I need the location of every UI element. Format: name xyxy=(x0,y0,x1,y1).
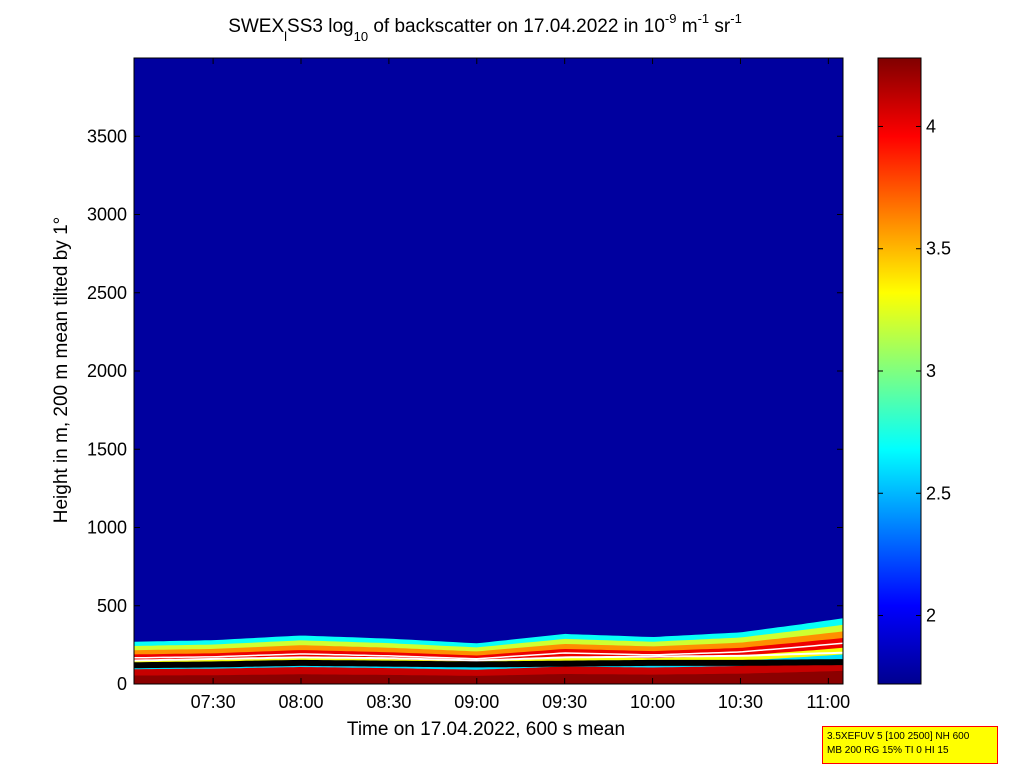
x-tick-label: 10:00 xyxy=(630,692,675,712)
x-axis-label: Time on 17.04.2022, 600 s mean xyxy=(347,719,625,740)
y-tick-label: 0 xyxy=(117,674,127,694)
y-tick-label: 1500 xyxy=(87,439,127,459)
x-tick-label: 10:30 xyxy=(718,692,763,712)
y-tick-label: 2000 xyxy=(87,361,127,381)
colorbar-tick-label: 3 xyxy=(926,361,936,381)
y-tick-label: 3000 xyxy=(87,205,127,225)
backscatter-band-7 xyxy=(134,670,843,684)
x-tick-label: 09:30 xyxy=(542,692,587,712)
chart-title: SWEXlSS3 log10 of backscatter on 17.04.2… xyxy=(228,11,742,44)
y-axis: 0 500 1000 1500 2000 2500 3000 3500 xyxy=(87,126,843,694)
colorbar-tick-label: 4 xyxy=(926,116,936,136)
x-tick-label: 08:30 xyxy=(366,692,411,712)
colorbar-tick-label: 3.5 xyxy=(926,239,951,259)
layer-top-line xyxy=(134,642,843,660)
x-tick-label: 07:30 xyxy=(191,692,236,712)
x-tick-label: 11:00 xyxy=(806,692,850,712)
y-axis-label: Height in m, 200 m mean tilted by 1° xyxy=(51,217,72,523)
x-tick-label: 09:00 xyxy=(454,692,499,712)
colorbar-gradient xyxy=(877,57,922,685)
black-line xyxy=(134,659,843,669)
plot-area xyxy=(133,57,844,685)
y-tick-label: 500 xyxy=(97,596,127,616)
processing-info-box: 3.5XEFUV 5 [100 2500] NH 600 MB 200 RG 1… xyxy=(822,726,998,764)
colorbar-tick-label: 2.5 xyxy=(926,483,951,503)
heatmap-background xyxy=(134,58,843,684)
y-tick-label: 2500 xyxy=(87,283,127,303)
colorbar-tick-label: 2 xyxy=(926,606,936,626)
info-line: MB 200 RG 15% TI 0 HI 15 xyxy=(827,745,949,756)
y-tick-label: 1000 xyxy=(87,518,127,538)
x-axis: 07:30 08:00 08:30 09:00 09:30 10:00 10:30 11:00 xyxy=(191,58,850,712)
white-line xyxy=(134,651,843,662)
y-tick-label: 3500 xyxy=(87,126,127,146)
x-tick-label: 08:00 xyxy=(278,692,323,712)
colorbar: 2 2.5 3 3.5 4 xyxy=(877,57,951,685)
info-line: 3.5XEFUV 5 [100 2500] NH 600 xyxy=(827,731,970,742)
